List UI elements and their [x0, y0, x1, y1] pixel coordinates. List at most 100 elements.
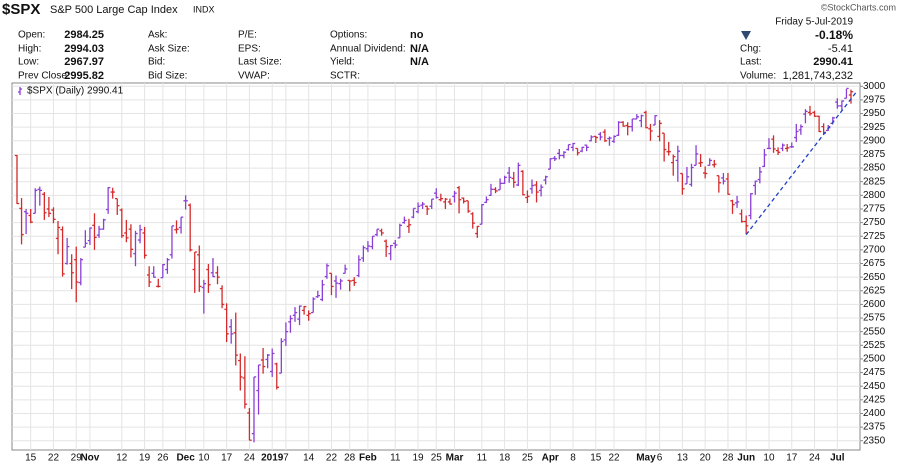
- x-tick-label: 12: [116, 453, 128, 464]
- x-tick-label: Jun: [737, 453, 755, 464]
- y-tick-label: 2800: [863, 190, 886, 201]
- field-label: Prev Close:: [18, 71, 70, 82]
- trendline: [745, 92, 857, 235]
- x-tick-label: 25: [431, 453, 443, 464]
- x-tick-label: 29: [71, 453, 83, 464]
- field-value: -5.41: [828, 43, 853, 55]
- field-label: Annual Dividend:: [330, 44, 406, 55]
- credit: ©StockCharts.com: [821, 2, 896, 12]
- y-tick-label: 3000: [863, 81, 886, 92]
- x-tick-label: Dec: [176, 453, 195, 464]
- x-tick-label: 11: [390, 453, 401, 464]
- y-tick-label: 2750: [863, 217, 886, 228]
- x-tick-label: 10: [763, 453, 775, 464]
- y-tick-label: 2625: [863, 285, 886, 296]
- y-tick-label: 2825: [863, 176, 886, 187]
- x-tick-label: 11: [477, 453, 488, 464]
- field-label: Ask:: [148, 30, 167, 41]
- y-tick-label: 2725: [863, 231, 886, 242]
- y-tick-label: 2975: [863, 95, 886, 106]
- x-tick-label: 6: [657, 453, 663, 464]
- x-tick-label: May: [636, 453, 656, 464]
- y-tick-label: 2475: [863, 367, 886, 378]
- field-value: N/A: [410, 43, 429, 55]
- y-tick-label: 2900: [863, 135, 886, 146]
- x-tick-label: 22: [326, 453, 338, 464]
- x-tick-label: Feb: [359, 453, 377, 464]
- field-value: 2967.97: [64, 56, 104, 68]
- x-tick-label: 14: [303, 453, 315, 464]
- down-arrow: [741, 31, 751, 40]
- field-value: 2994.03: [64, 43, 104, 55]
- x-tick-label: 17: [786, 453, 798, 464]
- x-tick-label: 13: [677, 453, 689, 464]
- field-label: Chg:: [740, 44, 761, 55]
- x-tick-label: 7: [283, 453, 289, 464]
- field-value: 2995.82: [64, 70, 104, 82]
- x-tick-label: Apr: [542, 453, 559, 464]
- symbol: $SPX: [2, 1, 40, 18]
- x-tick-label: Mar: [446, 453, 464, 464]
- field-label: Options:: [330, 30, 367, 41]
- field-value: 2984.25: [64, 29, 104, 41]
- x-tick-label: 20: [700, 453, 712, 464]
- x-tick-label: 17: [221, 453, 233, 464]
- y-tick-label: 2675: [863, 258, 886, 269]
- x-tick-label: 24: [809, 453, 821, 464]
- field-label: P/E:: [238, 30, 257, 41]
- x-tick-label: 22: [608, 453, 620, 464]
- y-tick-label: 2500: [863, 354, 886, 365]
- x-tick-label: 26: [157, 453, 169, 464]
- x-tick-label: 2019: [261, 453, 284, 464]
- field-label: High:: [18, 44, 41, 55]
- x-tick-label: Jul: [830, 453, 845, 464]
- field-label: Last:: [740, 57, 762, 68]
- index-name: S&P 500 Large Cap Index: [50, 4, 178, 16]
- x-tick-label: 10: [198, 453, 210, 464]
- x-tick-label: 18: [499, 453, 511, 464]
- y-tick-label: 2950: [863, 108, 886, 119]
- field-label: Open:: [18, 30, 45, 41]
- y-tick-label: 2925: [863, 122, 886, 133]
- y-tick-label: 2450: [863, 381, 886, 392]
- y-tick-label: 2775: [863, 204, 886, 215]
- field-label: Low:: [18, 57, 39, 68]
- field-label: Bid:: [148, 57, 165, 68]
- field-label: SCTR:: [330, 71, 360, 82]
- x-tick-label: Nov: [80, 453, 99, 464]
- y-tick-label: 2375: [863, 422, 886, 433]
- y-tick-label: 2425: [863, 394, 886, 405]
- x-tick-label: 19: [139, 453, 151, 464]
- y-tick-label: 2550: [863, 326, 886, 337]
- x-tick-label: 28: [722, 453, 734, 464]
- field-label: Volume:: [740, 71, 776, 82]
- y-tick-label: 2400: [863, 408, 886, 419]
- field-label: VWAP:: [238, 71, 270, 82]
- x-tick-label: 25: [522, 453, 534, 464]
- field-label: Last Size:: [238, 57, 282, 68]
- field-label: EPS:: [238, 44, 261, 55]
- field-label: Yield:: [330, 57, 355, 68]
- exchange: INDX: [193, 4, 215, 14]
- change-pct: -0.18%: [815, 28, 853, 42]
- field-value: no: [410, 29, 424, 41]
- y-tick-label: 2350: [863, 435, 886, 446]
- legend-label: $SPX (Daily) 2990.41: [27, 86, 124, 97]
- field-value: 1,281,743,232: [783, 70, 853, 82]
- y-tick-label: 2575: [863, 313, 886, 324]
- y-tick-label: 2875: [863, 149, 886, 160]
- x-tick-label: 19: [412, 453, 424, 464]
- x-tick-label: 24: [244, 453, 256, 464]
- x-tick-label: 15: [590, 453, 602, 464]
- x-tick-label: 8: [570, 453, 576, 464]
- x-tick-label: 28: [344, 453, 356, 464]
- y-tick-label: 2700: [863, 245, 886, 256]
- field-label: Bid Size:: [148, 71, 187, 82]
- date: Friday 5-Jul-2019: [775, 17, 853, 28]
- y-tick-label: 2600: [863, 299, 886, 310]
- field-value: N/A: [410, 56, 429, 68]
- x-tick-label: 22: [48, 453, 60, 464]
- y-tick-label: 2850: [863, 163, 886, 174]
- field-label: Ask Size:: [148, 44, 190, 55]
